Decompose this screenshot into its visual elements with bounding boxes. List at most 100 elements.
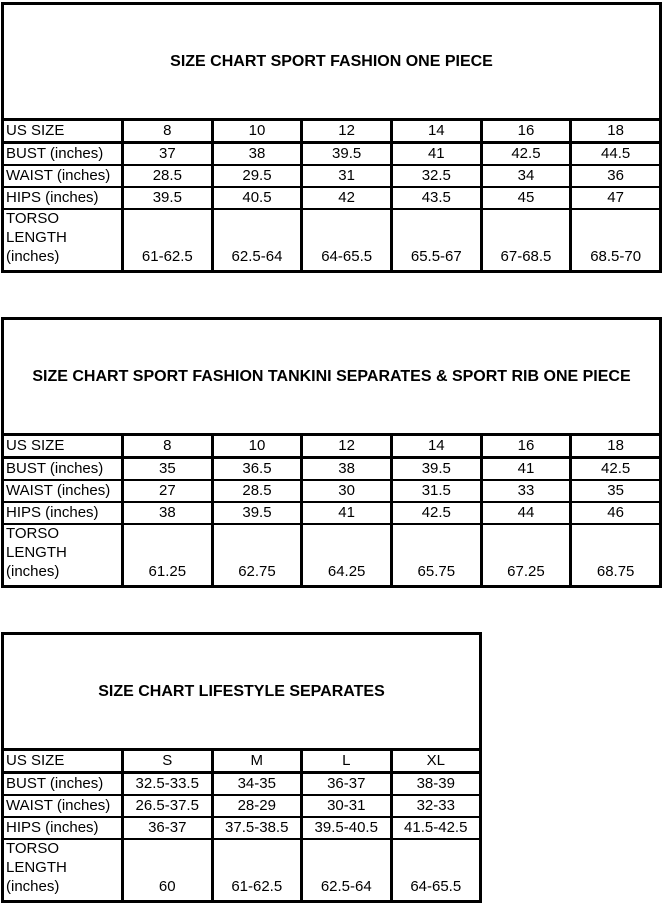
size-value-cell: 45 <box>479 186 573 210</box>
size-header-cell: 18 <box>569 433 662 459</box>
size-value-cell: 34 <box>479 164 573 188</box>
size-header-cell: 8 <box>121 118 214 144</box>
size-value-cell: 36-37 <box>300 771 393 796</box>
size-value-cell: 47 <box>569 186 662 210</box>
size-header-cell: 8 <box>121 433 214 459</box>
table-title: SIZE CHART LIFESTYLE SEPARATES <box>1 632 482 751</box>
size-value-cell: 39.5 <box>210 501 304 525</box>
size-value-cell: 28.5 <box>210 479 304 503</box>
row-label: BUST (inches) <box>1 456 124 481</box>
size-value-cell: 60 <box>121 838 214 903</box>
table-title: SIZE CHART SPORT FASHION TANKINI SEPARAT… <box>1 317 662 436</box>
size-value-cell: 64-65.5 <box>300 208 393 273</box>
size-header-cell: 10 <box>210 118 304 144</box>
size-value-cell: 62.75 <box>210 523 304 588</box>
torso-length-row: TORSO LENGTH (inches) 60 61-62.5 62.5-64… <box>1 838 482 903</box>
size-value-cell: 68.75 <box>569 523 662 588</box>
size-value-cell: 36-37 <box>121 816 214 840</box>
size-value-cell: 38 <box>300 456 393 481</box>
size-value-cell: 42.5 <box>569 456 662 481</box>
size-value-cell: 41 <box>300 501 393 525</box>
size-value-cell: 39.5-40.5 <box>300 816 393 840</box>
size-value-cell: 29.5 <box>210 164 304 188</box>
size-value-cell: 41 <box>389 141 483 166</box>
size-header-cell: XL <box>389 748 482 774</box>
table-title-row: SIZE CHART LIFESTYLE SEPARATES <box>1 632 482 751</box>
size-value-cell: 42.5 <box>479 141 573 166</box>
size-value-cell: 62.5-64 <box>300 838 393 903</box>
row-label: TORSO LENGTH (inches) <box>1 208 124 273</box>
row-label: WAIST (inches) <box>1 164 124 188</box>
size-value-cell: 31.5 <box>389 479 483 503</box>
row-label: BUST (inches) <box>1 771 124 796</box>
size-value-cell: 28-29 <box>210 794 303 818</box>
size-chart-table-sport-fashion-one-piece: SIZE CHART SPORT FASHION ONE PIECE US SI… <box>1 2 662 273</box>
size-header-cell: 14 <box>389 433 483 459</box>
row-label: HIPS (inches) <box>1 816 124 840</box>
size-value-cell: 32.5-33.5 <box>121 771 214 796</box>
size-header-cell: 12 <box>300 118 393 144</box>
row-label: WAIST (inches) <box>1 794 124 818</box>
size-value-cell: 43.5 <box>389 186 483 210</box>
size-value-cell: 27 <box>121 479 214 503</box>
size-value-cell: 61.25 <box>121 523 214 588</box>
size-value-cell: 38-39 <box>389 771 482 796</box>
size-value-cell: 37.5-38.5 <box>210 816 303 840</box>
waist-row: WAIST (inches) 27 28.5 30 31.5 33 35 <box>1 479 662 503</box>
size-header-cell: S <box>121 748 214 774</box>
size-value-cell: 30 <box>300 479 393 503</box>
size-value-cell: 40.5 <box>210 186 304 210</box>
size-value-cell: 67-68.5 <box>479 208 573 273</box>
size-value-cell: 31 <box>300 164 393 188</box>
size-value-cell: 44.5 <box>569 141 662 166</box>
size-value-cell: 36 <box>569 164 662 188</box>
size-value-cell: 62.5-64 <box>210 208 304 273</box>
us-size-header: US SIZE <box>1 748 124 774</box>
size-header-cell: 16 <box>479 118 573 144</box>
us-size-header: US SIZE <box>1 118 124 144</box>
size-value-cell: 32.5 <box>389 164 483 188</box>
table-header-row: US SIZE 8 10 12 14 16 18 <box>1 433 662 459</box>
size-value-cell: 64.25 <box>300 523 393 588</box>
row-label: HIPS (inches) <box>1 501 124 525</box>
table-header-row: US SIZE S M L XL <box>1 748 482 774</box>
size-value-cell: 33 <box>479 479 573 503</box>
size-value-cell: 39.5 <box>121 186 214 210</box>
size-value-cell: 46 <box>569 501 662 525</box>
hips-row: HIPS (inches) 39.5 40.5 42 43.5 45 47 <box>1 186 662 210</box>
size-chart-table-tankini-separates-sport-rib: SIZE CHART SPORT FASHION TANKINI SEPARAT… <box>1 317 662 588</box>
table-header-row: US SIZE 8 10 12 14 16 18 <box>1 118 662 144</box>
bust-row: BUST (inches) 35 36.5 38 39.5 41 42.5 <box>1 456 662 481</box>
us-size-header: US SIZE <box>1 433 124 459</box>
size-value-cell: 36.5 <box>210 456 304 481</box>
size-value-cell: 42 <box>300 186 393 210</box>
size-value-cell: 61-62.5 <box>210 838 303 903</box>
torso-length-row: TORSO LENGTH (inches) 61.25 62.75 64.25 … <box>1 523 662 588</box>
row-label: HIPS (inches) <box>1 186 124 210</box>
size-value-cell: 65.5-67 <box>389 208 483 273</box>
waist-row: WAIST (inches) 28.5 29.5 31 32.5 34 36 <box>1 164 662 188</box>
size-value-cell: 35 <box>569 479 662 503</box>
size-value-cell: 26.5-37.5 <box>121 794 214 818</box>
size-value-cell: 39.5 <box>389 456 483 481</box>
size-value-cell: 34-35 <box>210 771 303 796</box>
row-label: BUST (inches) <box>1 141 124 166</box>
size-value-cell: 41.5-42.5 <box>389 816 482 840</box>
size-header-cell: 16 <box>479 433 573 459</box>
size-value-cell: 68.5-70 <box>569 208 662 273</box>
size-value-cell: 37 <box>121 141 214 166</box>
size-value-cell: 38 <box>210 141 304 166</box>
size-value-cell: 65.75 <box>389 523 483 588</box>
row-label: TORSO LENGTH (inches) <box>1 838 124 903</box>
size-value-cell: 32-33 <box>389 794 482 818</box>
size-header-cell: 18 <box>569 118 662 144</box>
row-label: WAIST (inches) <box>1 479 124 503</box>
size-header-cell: 12 <box>300 433 393 459</box>
size-header-cell: L <box>300 748 393 774</box>
size-header-cell: 10 <box>210 433 304 459</box>
size-header-cell: 14 <box>389 118 483 144</box>
table-title-row: SIZE CHART SPORT FASHION ONE PIECE <box>1 2 662 121</box>
waist-row: WAIST (inches) 26.5-37.5 28-29 30-31 32-… <box>1 794 482 818</box>
hips-row: HIPS (inches) 36-37 37.5-38.5 39.5-40.5 … <box>1 816 482 840</box>
size-value-cell: 38 <box>121 501 214 525</box>
